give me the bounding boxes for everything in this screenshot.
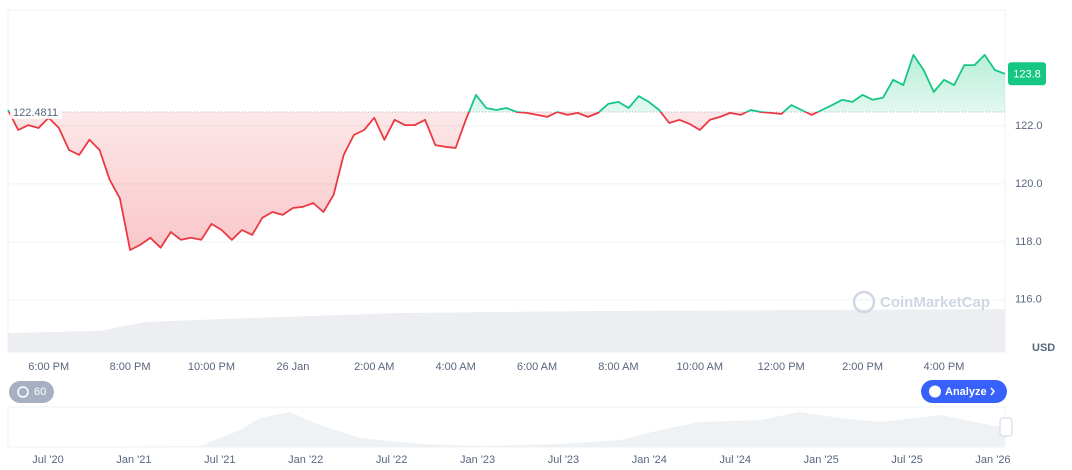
y-tick-label: 116.0 <box>1015 294 1042 306</box>
y-tick-label: 122.0 <box>1015 120 1043 132</box>
baseline-label: 122.4811 <box>13 107 58 119</box>
watermark: CoinMarketCap <box>852 290 990 314</box>
navigator-labels: Jul '20 Jan '21 Jul '21 Jan '22 Jul '22 Jan '… <box>32 454 1010 466</box>
x-tick-label: 8:00 PM <box>110 361 151 373</box>
x-tick-label: 26 Jan <box>276 361 309 373</box>
navigator-label: Jul '24 <box>720 454 751 466</box>
current-price-tag <box>1008 62 1046 86</box>
navigator-label: Jan '22 <box>288 454 323 466</box>
price-line <box>7 54 1006 251</box>
navigator-label: Jul '20 <box>32 454 63 466</box>
x-tick-label: 4:00 PM <box>923 361 964 373</box>
navigator-label: Jul '21 <box>204 454 235 466</box>
navigator-label: Jul '22 <box>376 454 407 466</box>
watermark-text: CoinMarketCap <box>880 294 990 311</box>
y-tick-label: 120.0 <box>1015 178 1043 190</box>
baseline-label-bg <box>10 103 62 119</box>
x-tick-label: 4:00 AM <box>435 361 475 373</box>
x-tick-label: 6:00 PM <box>28 361 69 373</box>
x-tick-label: 10:00 PM <box>188 361 235 373</box>
analyze-label: Analyze <box>945 386 987 398</box>
analyze-button[interactable]: Analyze <box>921 380 1007 403</box>
x-tick-label: 10:00 AM <box>677 361 723 373</box>
x-tick-label: 2:00 PM <box>842 361 883 373</box>
x-tick-label: 2:00 AM <box>354 361 394 373</box>
current-price-label: 123.8 <box>1013 69 1041 81</box>
interval-button[interactable]: 60 <box>9 381 54 403</box>
y-axis-label: USD <box>1032 342 1055 354</box>
area <box>8 54 1005 251</box>
navigator-label: Jul '23 <box>548 454 579 466</box>
navigator <box>7 406 1013 448</box>
plot <box>7 54 1006 301</box>
navigator-label: Jan '21 <box>116 454 151 466</box>
interval-label: 60 <box>34 386 46 398</box>
navigator-label: Jan '25 <box>804 454 839 466</box>
navigator-label: Jan '23 <box>460 454 495 466</box>
y-tick-label: 118.0 <box>1015 236 1042 248</box>
navigator-label: Jan '26 <box>975 454 1010 466</box>
navigator-label: Jul '25 <box>891 454 922 466</box>
x-tick-label: 12:00 PM <box>758 361 805 373</box>
volume <box>8 309 1005 352</box>
x-tick-label: 6:00 AM <box>517 361 557 373</box>
x-tick-label: 8:00 AM <box>598 361 638 373</box>
navigator-label: Jan '24 <box>632 454 667 466</box>
